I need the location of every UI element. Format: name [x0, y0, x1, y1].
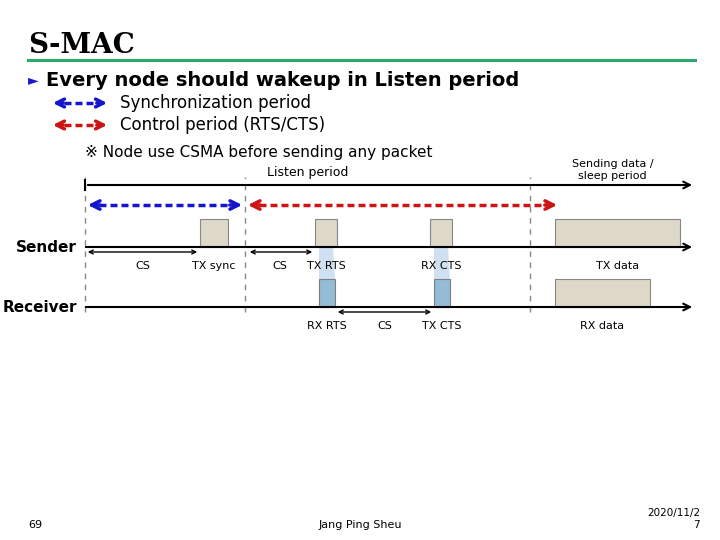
- Text: Sending data /
sleep period: Sending data / sleep period: [572, 159, 653, 181]
- Text: Receiver: Receiver: [2, 300, 77, 314]
- Polygon shape: [319, 247, 335, 279]
- Bar: [555, 219, 680, 247]
- Text: TX RTS: TX RTS: [307, 261, 346, 271]
- Text: TX sync: TX sync: [192, 261, 235, 271]
- Bar: [315, 219, 337, 247]
- Text: Jang Ping Sheu: Jang Ping Sheu: [318, 520, 402, 530]
- Bar: [555, 279, 650, 307]
- Text: RX CTS: RX CTS: [420, 261, 462, 271]
- Bar: [434, 279, 450, 307]
- Bar: [319, 279, 335, 307]
- Bar: [430, 219, 452, 247]
- Text: ►: ►: [28, 73, 39, 87]
- Text: CS: CS: [377, 321, 392, 331]
- Text: Control period (RTS/CTS): Control period (RTS/CTS): [120, 116, 325, 134]
- Text: RX RTS: RX RTS: [307, 321, 347, 331]
- Text: Sender: Sender: [16, 240, 77, 254]
- Text: RX data: RX data: [580, 321, 624, 331]
- Text: ※ Node use CSMA before sending any packet: ※ Node use CSMA before sending any packe…: [85, 145, 433, 159]
- Text: Listen period: Listen period: [267, 166, 348, 179]
- Text: Synchronization period: Synchronization period: [120, 94, 311, 112]
- Text: 69: 69: [28, 520, 42, 530]
- Text: S-MAC: S-MAC: [28, 32, 135, 59]
- Text: CS: CS: [135, 261, 150, 271]
- Bar: [200, 219, 228, 247]
- Polygon shape: [434, 247, 450, 279]
- Text: 2020/11/2
7: 2020/11/2 7: [647, 508, 700, 530]
- Text: CS: CS: [273, 261, 287, 271]
- Text: TX CTS: TX CTS: [422, 321, 462, 331]
- Text: Every node should wakeup in Listen period: Every node should wakeup in Listen perio…: [46, 71, 519, 90]
- Text: TX data: TX data: [596, 261, 639, 271]
